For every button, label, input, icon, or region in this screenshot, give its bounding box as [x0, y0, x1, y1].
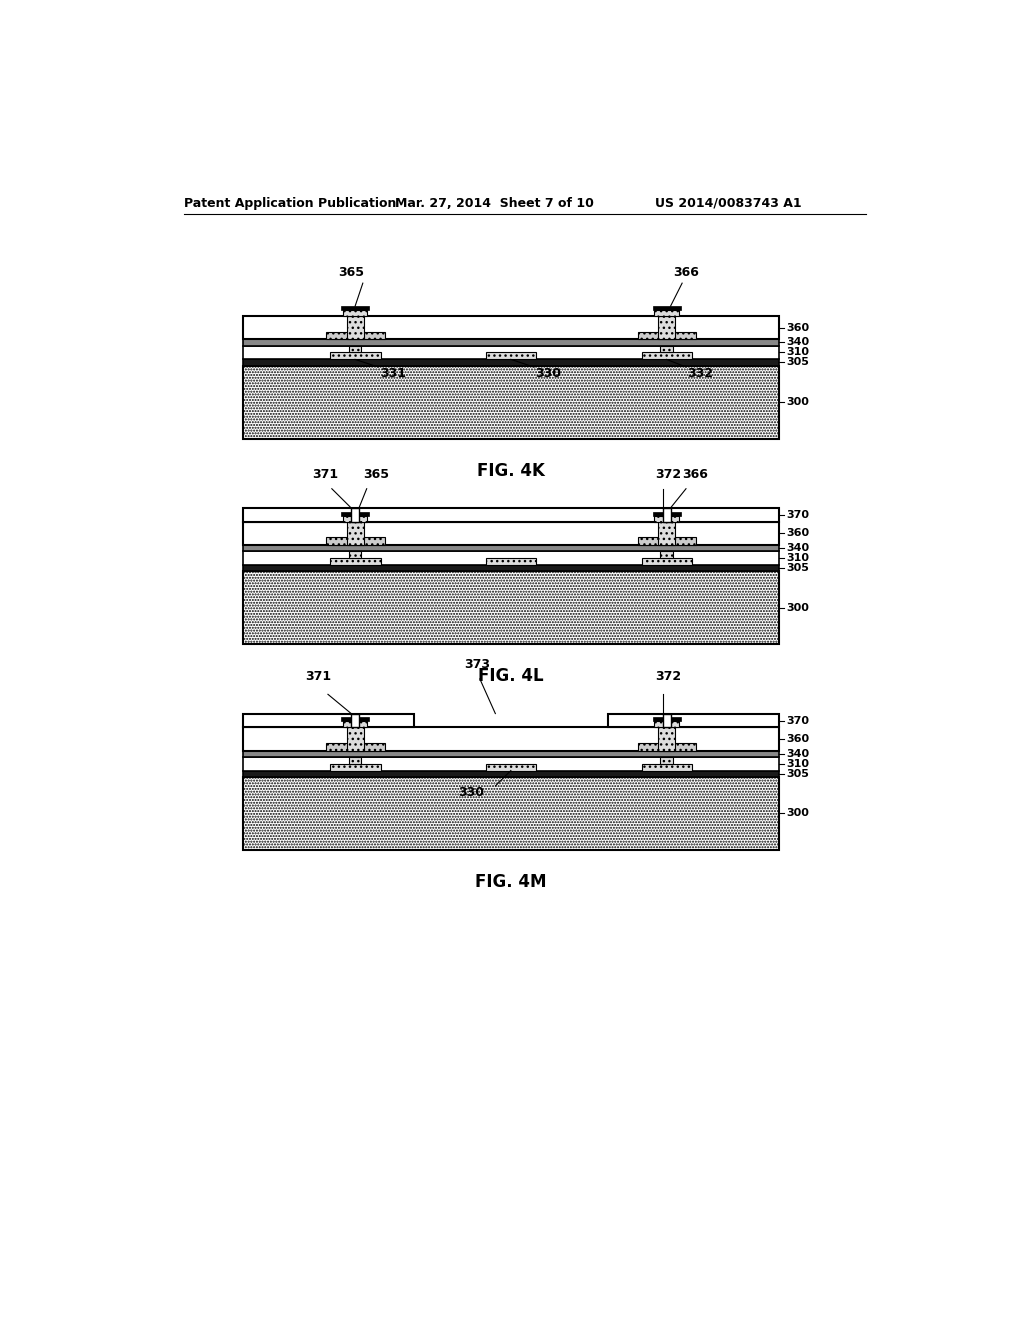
Bar: [642, 558, 692, 565]
Text: Mar. 27, 2014  Sheet 7 of 10: Mar. 27, 2014 Sheet 7 of 10: [395, 197, 594, 210]
Bar: [652, 306, 681, 310]
Text: 340: 340: [786, 338, 809, 347]
Bar: [341, 306, 369, 310]
Bar: [243, 366, 779, 438]
Bar: [638, 331, 696, 339]
Bar: [243, 565, 779, 572]
Bar: [663, 508, 671, 521]
Bar: [663, 714, 671, 727]
Text: 360: 360: [786, 323, 809, 333]
Bar: [343, 721, 368, 727]
Text: 366: 366: [673, 267, 699, 280]
Bar: [243, 508, 779, 521]
Bar: [327, 331, 385, 339]
Bar: [658, 727, 675, 751]
Text: 371: 371: [312, 469, 339, 480]
Text: 310: 310: [786, 347, 809, 358]
Text: 373: 373: [464, 659, 490, 671]
Text: 331: 331: [380, 367, 406, 380]
Text: 300: 300: [786, 397, 809, 407]
Bar: [243, 521, 779, 545]
Bar: [349, 552, 361, 558]
Bar: [660, 346, 673, 352]
Text: Patent Application Publication: Patent Application Publication: [183, 197, 396, 210]
Text: 360: 360: [786, 734, 809, 744]
Bar: [642, 352, 692, 359]
Bar: [652, 512, 681, 516]
Text: 300: 300: [786, 808, 809, 818]
Bar: [349, 756, 361, 763]
Bar: [351, 714, 359, 727]
Bar: [486, 558, 537, 565]
Text: 372: 372: [655, 669, 681, 682]
Bar: [346, 317, 364, 339]
Bar: [243, 727, 779, 751]
Text: 310: 310: [786, 759, 809, 768]
Bar: [349, 346, 361, 352]
Text: 305: 305: [786, 768, 809, 779]
Bar: [351, 508, 359, 521]
Text: 370: 370: [786, 510, 809, 520]
Text: 340: 340: [786, 748, 809, 759]
Text: FIG. 4K: FIG. 4K: [477, 462, 545, 479]
Bar: [486, 763, 537, 771]
Text: US 2014/0083743 A1: US 2014/0083743 A1: [655, 197, 802, 210]
Text: 360: 360: [786, 528, 809, 539]
Bar: [341, 512, 369, 516]
Bar: [243, 346, 779, 359]
Text: 340: 340: [786, 543, 809, 553]
Bar: [346, 727, 364, 751]
Text: 310: 310: [786, 553, 809, 564]
Bar: [243, 552, 779, 565]
Text: 370: 370: [786, 715, 809, 726]
Bar: [607, 714, 779, 727]
Bar: [658, 317, 675, 339]
Bar: [642, 763, 692, 771]
Bar: [658, 521, 675, 545]
Bar: [654, 310, 679, 317]
Bar: [243, 751, 779, 756]
Bar: [243, 714, 414, 727]
Text: 371: 371: [305, 669, 331, 682]
Bar: [486, 352, 537, 359]
Bar: [331, 763, 381, 771]
Bar: [243, 776, 779, 850]
Text: 365: 365: [338, 267, 365, 280]
Bar: [243, 771, 779, 776]
Bar: [327, 537, 385, 545]
Bar: [243, 572, 779, 644]
Bar: [327, 743, 385, 751]
Bar: [652, 718, 681, 721]
Text: FIG. 4L: FIG. 4L: [478, 668, 544, 685]
Text: 300: 300: [786, 603, 809, 612]
Text: FIG. 4M: FIG. 4M: [475, 873, 547, 891]
Bar: [654, 516, 679, 521]
Bar: [346, 521, 364, 545]
Bar: [654, 721, 679, 727]
Bar: [331, 352, 381, 359]
Text: 332: 332: [687, 367, 714, 380]
Bar: [331, 558, 381, 565]
Bar: [660, 552, 673, 558]
Bar: [243, 756, 779, 771]
Bar: [243, 359, 779, 366]
Text: 305: 305: [786, 358, 809, 367]
Bar: [343, 310, 368, 317]
Bar: [638, 537, 696, 545]
Bar: [243, 545, 779, 552]
Bar: [341, 718, 369, 721]
Bar: [243, 317, 779, 339]
Text: 330: 330: [458, 785, 483, 799]
Bar: [638, 743, 696, 751]
Text: 365: 365: [362, 469, 389, 480]
Bar: [243, 339, 779, 346]
Text: 366: 366: [682, 469, 708, 480]
Text: 305: 305: [786, 564, 809, 573]
Text: 330: 330: [536, 367, 561, 380]
Bar: [343, 516, 368, 521]
Text: 372: 372: [655, 469, 681, 480]
Bar: [660, 756, 673, 763]
